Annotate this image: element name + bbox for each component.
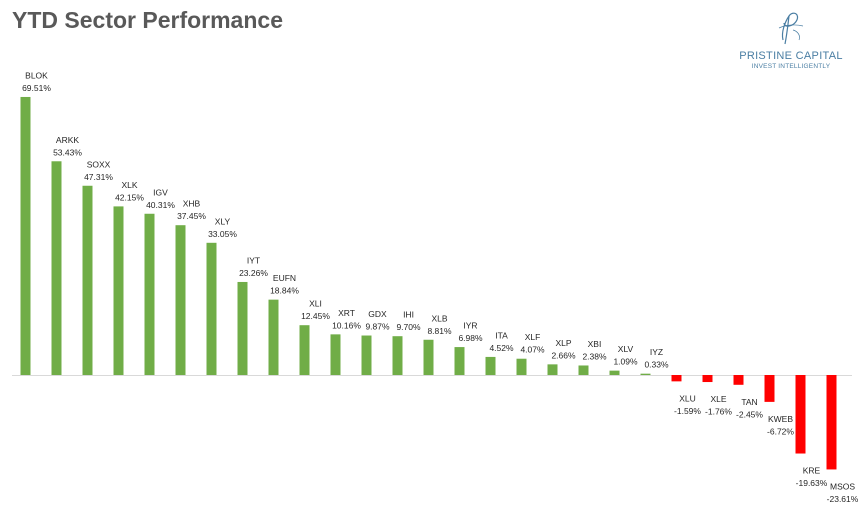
- bar-iyr: [454, 347, 465, 375]
- bar-xlf: [516, 358, 527, 375]
- brand-tagline: INVEST INTELLIGENTLY: [751, 63, 831, 70]
- value-label-kweb: -6.72%: [767, 426, 794, 436]
- value-label-xly: 33.05%: [208, 229, 237, 239]
- category-label-xlp: XLP: [555, 338, 571, 348]
- bar-soxx: [82, 185, 93, 375]
- label-group: BLOK 69.51% ARKK 53.43% SOXX 47.31% XLK 42.15% I…: [22, 70, 859, 503]
- category-label-xhb: XHB: [183, 199, 201, 209]
- bar-kweb: [764, 375, 775, 402]
- bar-eufn: [268, 299, 279, 375]
- category-label-xbi: XBI: [588, 339, 602, 349]
- bar-kre: [795, 375, 806, 454]
- bar-ita: [485, 356, 496, 375]
- bar-iyz: [640, 373, 651, 375]
- category-label-kweb: KWEB: [768, 414, 793, 424]
- bar-xlb: [423, 339, 434, 375]
- value-label-xlv: 1.09%: [613, 357, 638, 367]
- bar-tan: [733, 375, 744, 385]
- bar-arkk: [51, 161, 62, 375]
- bar-gdx: [361, 335, 372, 375]
- category-label-xrt: XRT: [338, 308, 355, 318]
- category-label-kre: KRE: [803, 466, 821, 476]
- value-label-xle: -1.76%: [705, 407, 732, 417]
- category-label-xlb: XLB: [431, 313, 447, 323]
- value-label-soxx: 47.31%: [84, 172, 113, 182]
- category-label-ihi: IHI: [403, 310, 414, 320]
- bar-xlv: [609, 370, 620, 375]
- bar-xlk: [113, 206, 124, 375]
- category-label-iyt: IYT: [247, 255, 260, 265]
- value-label-xlb: 8.81%: [427, 326, 452, 336]
- category-label-xlu: XLU: [679, 393, 696, 403]
- value-label-iyz: 0.33%: [644, 360, 669, 370]
- value-label-igv: 40.31%: [146, 200, 175, 210]
- value-label-iyt: 23.26%: [239, 268, 268, 278]
- bar-xlp: [547, 364, 558, 375]
- value-label-blok: 69.51%: [22, 83, 51, 93]
- category-label-igv: IGV: [153, 187, 168, 197]
- category-label-blok: BLOK: [25, 70, 48, 80]
- chart-title: YTD Sector Performance: [12, 7, 283, 33]
- category-label-xli: XLI: [309, 299, 322, 309]
- category-label-xlk: XLK: [121, 180, 137, 190]
- value-label-iyr: 6.98%: [458, 333, 483, 343]
- value-label-xrt: 10.16%: [332, 320, 361, 330]
- value-label-xbi: 2.38%: [582, 351, 607, 361]
- bar-group: [20, 96, 837, 470]
- bar-ihi: [392, 336, 403, 375]
- bar-xlu: [671, 375, 682, 382]
- category-label-gdx: GDX: [368, 309, 387, 319]
- value-label-xlf: 4.07%: [520, 345, 545, 355]
- value-label-tan: -2.45%: [736, 409, 763, 419]
- value-label-xlp: 2.66%: [551, 350, 576, 360]
- category-label-tan: TAN: [741, 397, 757, 407]
- bar-xhb: [175, 225, 186, 375]
- bar-igv: [144, 213, 155, 375]
- category-label-ita: ITA: [495, 330, 508, 340]
- bar-xli: [299, 325, 310, 375]
- category-label-xlv: XLV: [618, 344, 634, 354]
- category-label-xly: XLY: [215, 216, 231, 226]
- category-label-iyr: IYR: [463, 321, 477, 331]
- category-label-soxx: SOXX: [87, 159, 111, 169]
- category-label-iyz: IYZ: [650, 347, 663, 357]
- brand-logo-block: PRISTINE CAPITAL INVEST INTELLIGENTLY: [735, 10, 847, 72]
- brand-name: PRISTINE CAPITAL: [739, 50, 843, 62]
- value-label-eufn: 18.84%: [270, 286, 299, 296]
- value-label-gdx: 9.87%: [365, 322, 390, 332]
- bar-xbi: [578, 365, 589, 375]
- category-label-eufn: EUFN: [273, 273, 296, 283]
- bar-blok: [20, 96, 31, 376]
- category-label-xle: XLE: [710, 394, 726, 404]
- value-label-xhb: 37.45%: [177, 211, 206, 221]
- value-label-xli: 12.45%: [301, 311, 330, 321]
- category-label-xlf: XLF: [525, 332, 541, 342]
- bar-msos: [826, 375, 837, 470]
- bar-iyt: [237, 281, 248, 375]
- bar-xle: [702, 375, 713, 383]
- value-label-msos: -23.61%: [827, 494, 859, 504]
- value-label-kre: -19.63%: [796, 478, 828, 488]
- value-label-xlk: 42.15%: [115, 192, 144, 202]
- bar-xrt: [330, 334, 341, 375]
- bar-xly: [206, 242, 217, 375]
- value-label-ihi: 9.70%: [396, 322, 421, 332]
- category-label-arkk: ARKK: [56, 135, 79, 145]
- category-label-msos: MSOS: [830, 481, 855, 491]
- value-label-xlu: -1.59%: [674, 406, 701, 416]
- pristine-capital-logo-icon: [778, 12, 804, 45]
- value-label-ita: 4.52%: [489, 343, 514, 353]
- value-label-arkk: 53.43%: [53, 147, 82, 157]
